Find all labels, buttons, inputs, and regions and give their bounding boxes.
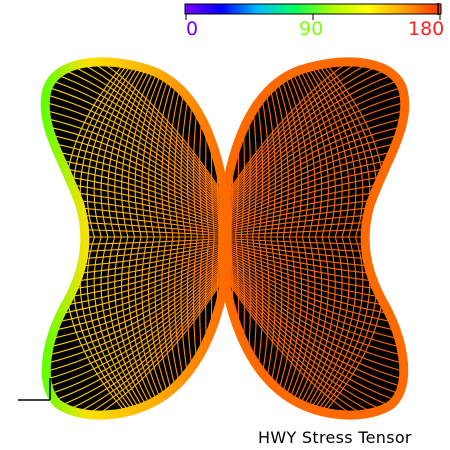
plot-caption: HWY Stress Tensor: [258, 428, 412, 447]
colorbar-gradient: [184, 3, 442, 15]
surface-rim: [40, 57, 410, 420]
colorbar-label-max: 180: [408, 18, 445, 40]
surface-fill: [45, 61, 405, 416]
colorbar-label-mid: 90: [299, 18, 324, 40]
tensor-surface: [40, 57, 410, 420]
colorbar-label-min: 0: [186, 18, 199, 40]
colorbar: [184, 3, 442, 20]
axis-corner-icon: [18, 378, 51, 401]
